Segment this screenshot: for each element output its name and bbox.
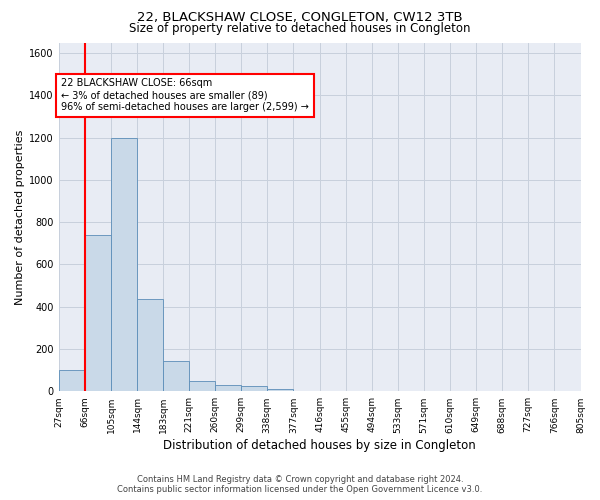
Bar (59, 370, 85, 392)
Bar (215, 385, 241, 392)
Bar (163, 360, 190, 392)
Bar (189, 380, 215, 392)
X-axis label: Distribution of detached houses by size in Congleton: Distribution of detached houses by size … (163, 440, 476, 452)
Text: Contains HM Land Registry data © Crown copyright and database right 2024.
Contai: Contains HM Land Registry data © Crown c… (118, 474, 482, 494)
Y-axis label: Number of detached properties: Number of detached properties (15, 129, 25, 304)
Bar (111, 138, 137, 392)
Bar (241, 386, 267, 392)
Bar (267, 389, 293, 392)
Text: 22, BLACKSHAW CLOSE, CONGLETON, CW12 3TB: 22, BLACKSHAW CLOSE, CONGLETON, CW12 3TB (137, 11, 463, 24)
Text: Size of property relative to detached houses in Congleton: Size of property relative to detached ho… (129, 22, 471, 35)
Bar (85, 235, 111, 392)
Text: 22 BLACKSHAW CLOSE: 66sqm
← 3% of detached houses are smaller (89)
96% of semi-d: 22 BLACKSHAW CLOSE: 66sqm ← 3% of detach… (61, 78, 309, 112)
Bar (137, 300, 163, 392)
